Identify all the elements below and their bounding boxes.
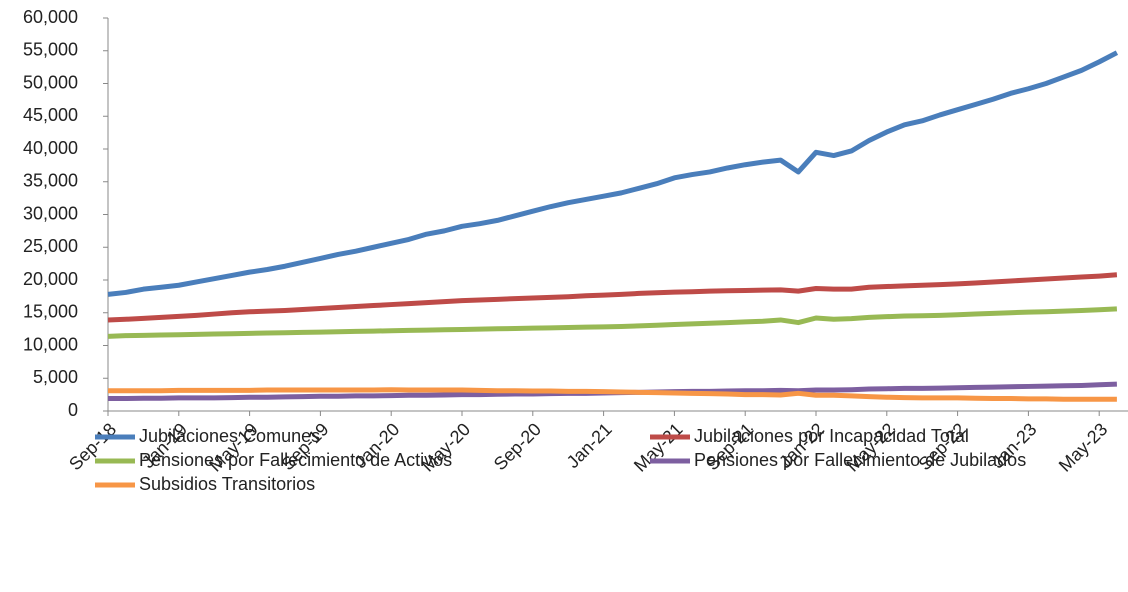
x-tick-label: May-23: [1055, 419, 1112, 476]
y-tick-label: 5,000: [33, 367, 78, 387]
legend-label: Pensiones por Fallecimiento de Jubilados: [694, 450, 1026, 470]
legend-label: Jubilaciones Comunes: [139, 426, 320, 446]
y-tick-label: 25,000: [23, 236, 78, 256]
y-tick-label: 50,000: [23, 72, 78, 92]
series-line: [108, 387, 1117, 402]
legend-label: Jubilaciones por Incapacidad Total: [694, 426, 969, 446]
legend-label: Pensiones por Fallecimiento de Activos: [139, 450, 452, 470]
y-tick-label: 10,000: [23, 334, 78, 354]
y-tick-label: 35,000: [23, 171, 78, 191]
series-line: [107, 272, 1118, 323]
x-tick-label: Jan-21: [563, 419, 616, 472]
y-tick-label: 55,000: [23, 40, 78, 60]
legend-label: Subsidios Transitorios: [139, 474, 315, 494]
y-tick-label: 15,000: [23, 302, 78, 322]
x-tick-label: Sep-20: [490, 419, 545, 474]
y-tick-label: 0: [68, 400, 78, 420]
series-line: [107, 50, 1119, 297]
x-tick-label: May-21: [630, 419, 687, 476]
series-line: [107, 306, 1118, 339]
y-tick-label: 40,000: [23, 138, 78, 158]
y-tick-label: 45,000: [23, 105, 78, 125]
y-tick-label: 20,000: [23, 269, 78, 289]
y-tick-label: 60,000: [23, 7, 78, 27]
y-tick-label: 30,000: [23, 203, 78, 223]
x-tick-label: Sep-18: [65, 419, 120, 474]
